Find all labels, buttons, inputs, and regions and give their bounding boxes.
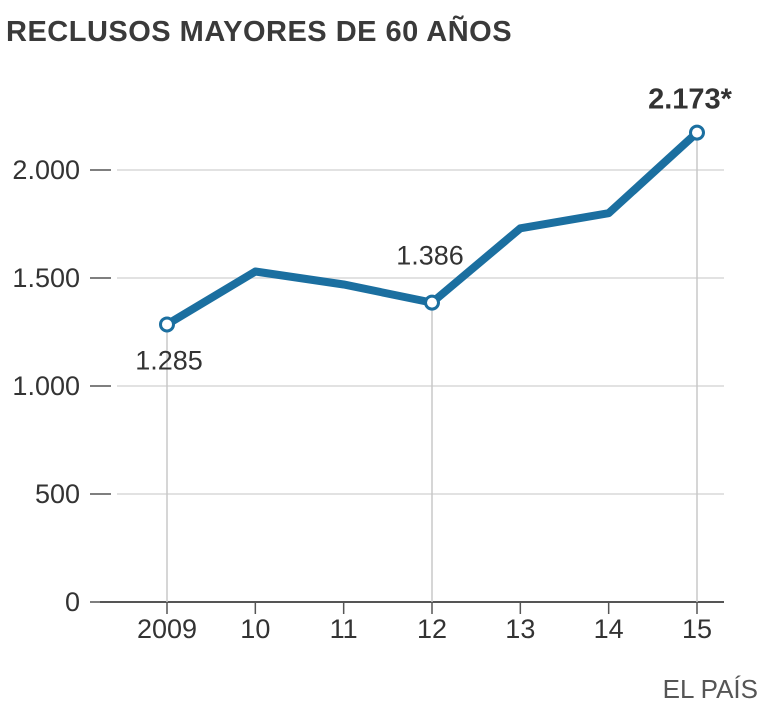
x-tick-label: 10 (240, 614, 270, 644)
data-label: 1.386 (396, 241, 464, 271)
source-credit: EL PAÍS (662, 674, 758, 704)
x-tick-label: 2009 (137, 614, 197, 644)
x-tick-label: 15 (682, 614, 712, 644)
chart-title: RECLUSOS MAYORES DE 60 AÑOS (6, 16, 513, 48)
y-tick-label: 0 (65, 587, 80, 617)
data-point-marker (159, 316, 175, 333)
data-label: 2.173* (648, 84, 733, 116)
y-tick-label: 1.000 (12, 371, 80, 401)
y-tick-label: 500 (35, 479, 80, 509)
x-tick-label: 13 (505, 614, 535, 644)
y-tick-label: 1.500 (12, 263, 80, 293)
x-tick-label: 14 (594, 614, 624, 644)
x-tick-label: 12 (417, 614, 447, 644)
x-tick-label: 11 (330, 614, 358, 644)
data-point-marker (424, 294, 440, 311)
y-tick-label: 2.000 (12, 155, 80, 185)
data-label: 1.285 (135, 345, 203, 375)
data-point-marker (689, 124, 705, 141)
